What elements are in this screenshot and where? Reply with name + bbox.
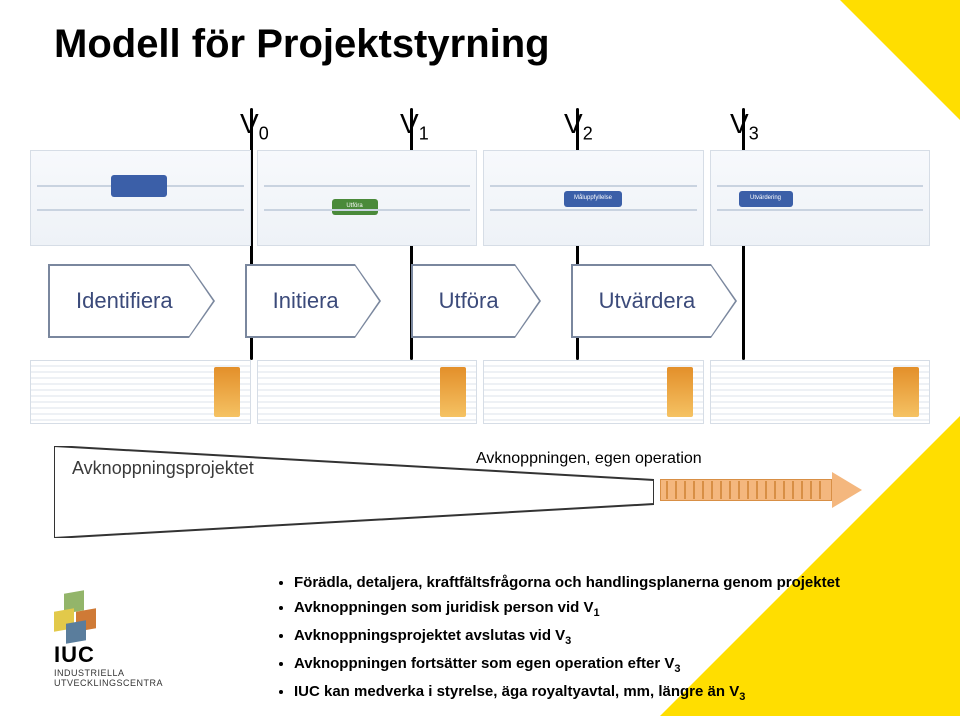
phase-chevron-initiera: Initiera <box>245 264 381 338</box>
diagram-strip: Utföra Måluppfyllelse Utvärdering <box>30 150 930 246</box>
diagram-panel-3: Utvärdering <box>710 150 931 246</box>
iuc-logo: IUC INDUSTRIELLA UTVECKLINGSCENTRA <box>54 592 214 688</box>
logo-text: IUC <box>54 642 214 668</box>
mini-block: Måluppfyllelse <box>564 191 622 207</box>
phase-label: Identifiera <box>48 264 189 338</box>
doc-thumb-3 <box>710 360 931 424</box>
doc-thumb-1 <box>257 360 478 424</box>
funnel-label: Avknoppningsprojektet <box>72 458 254 479</box>
phase-chevron-identifiera: Identifiera <box>48 264 215 338</box>
phase-chevrons: Identifiera Initiera Utföra Utvärdera <box>48 264 737 338</box>
doc-thumb-2 <box>483 360 704 424</box>
bullet-1: Avknoppningen som juridisk person vid V1 <box>294 596 840 622</box>
bullet-0: Förädla, detaljera, kraftfältsfrågorna o… <box>294 571 840 594</box>
bullet-list: Förädla, detaljera, kraftfältsfrågorna o… <box>254 571 840 708</box>
phase-label: Utvärdera <box>571 264 712 338</box>
v-labels-row: V0V1V2V3 <box>0 108 960 148</box>
phase-label: Initiera <box>245 264 355 338</box>
bullet-4: IUC kan medverka i styrelse, äga royalty… <box>294 680 840 706</box>
diagram-panel-1: Utföra <box>257 150 478 246</box>
v-label-1: V1 <box>400 108 429 145</box>
phase-label: Utföra <box>411 264 515 338</box>
continuation-arrow <box>660 472 870 508</box>
bullet-3: Avknoppningen fortsätter som egen operat… <box>294 652 840 678</box>
doc-thumb-0 <box>30 360 251 424</box>
bullet-2: Avknoppningsprojektet avslutas vid V3 <box>294 624 840 650</box>
diagram-panel-0 <box>30 150 251 246</box>
diagram-panel-2: Måluppfyllelse <box>483 150 704 246</box>
logo-tagline: INDUSTRIELLA UTVECKLINGSCENTRA <box>54 668 214 688</box>
doc-thumbnails <box>30 360 930 424</box>
phase-chevron-utvärdera: Utvärdera <box>571 264 738 338</box>
funnel-caption: Avknoppningen, egen operation <box>476 450 702 468</box>
decor-triangle-top <box>840 0 960 120</box>
v-label-0: V0 <box>240 108 269 145</box>
mini-block: Utvärdering <box>739 191 793 207</box>
mini-block <box>111 175 167 197</box>
page-title: Modell för Projektstyrning <box>54 22 550 67</box>
mini-block: Utföra <box>332 199 378 215</box>
phase-chevron-utföra: Utföra <box>411 264 541 338</box>
